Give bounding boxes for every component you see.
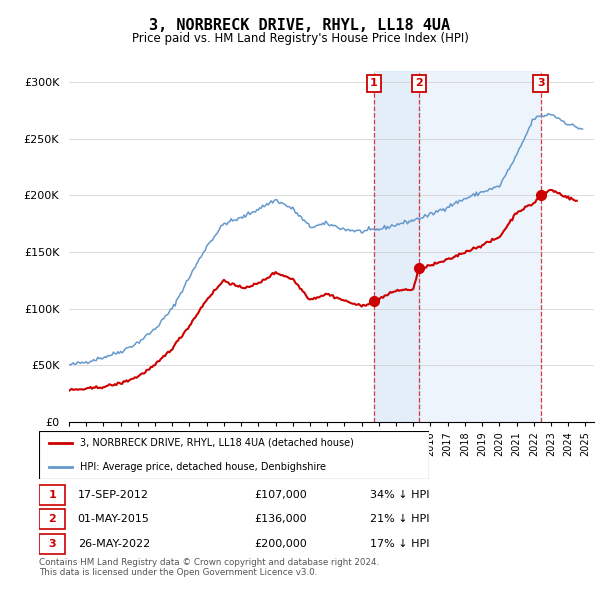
Text: 3: 3 [537, 78, 544, 88]
Text: 2: 2 [415, 78, 423, 88]
Text: Contains HM Land Registry data © Crown copyright and database right 2024.
This d: Contains HM Land Registry data © Crown c… [39, 558, 379, 577]
Text: 21% ↓ HPI: 21% ↓ HPI [370, 514, 430, 524]
Text: £107,000: £107,000 [254, 490, 307, 500]
Text: 17-SEP-2012: 17-SEP-2012 [77, 490, 149, 500]
Text: 26-MAY-2022: 26-MAY-2022 [77, 539, 150, 549]
Text: Price paid vs. HM Land Registry's House Price Index (HPI): Price paid vs. HM Land Registry's House … [131, 32, 469, 45]
Text: 1: 1 [49, 490, 56, 500]
Text: 3, NORBRECK DRIVE, RHYL, LL18 4UA: 3, NORBRECK DRIVE, RHYL, LL18 4UA [149, 18, 451, 32]
Text: 34% ↓ HPI: 34% ↓ HPI [370, 490, 430, 500]
Bar [374, 71, 419, 422]
Text: £200,000: £200,000 [254, 539, 307, 549]
FancyBboxPatch shape [39, 534, 65, 553]
FancyBboxPatch shape [39, 485, 65, 504]
Text: 1: 1 [370, 78, 378, 88]
Text: 3: 3 [49, 539, 56, 549]
Text: 17% ↓ HPI: 17% ↓ HPI [370, 539, 430, 549]
Bar [419, 71, 541, 422]
FancyBboxPatch shape [39, 509, 65, 529]
FancyBboxPatch shape [39, 431, 429, 479]
Text: HPI: Average price, detached house, Denbighshire: HPI: Average price, detached house, Denb… [80, 462, 326, 472]
Text: 01-MAY-2015: 01-MAY-2015 [77, 514, 149, 524]
Text: £136,000: £136,000 [254, 514, 307, 524]
Text: 3, NORBRECK DRIVE, RHYL, LL18 4UA (detached house): 3, NORBRECK DRIVE, RHYL, LL18 4UA (detac… [80, 438, 354, 448]
Text: 2: 2 [49, 514, 56, 524]
